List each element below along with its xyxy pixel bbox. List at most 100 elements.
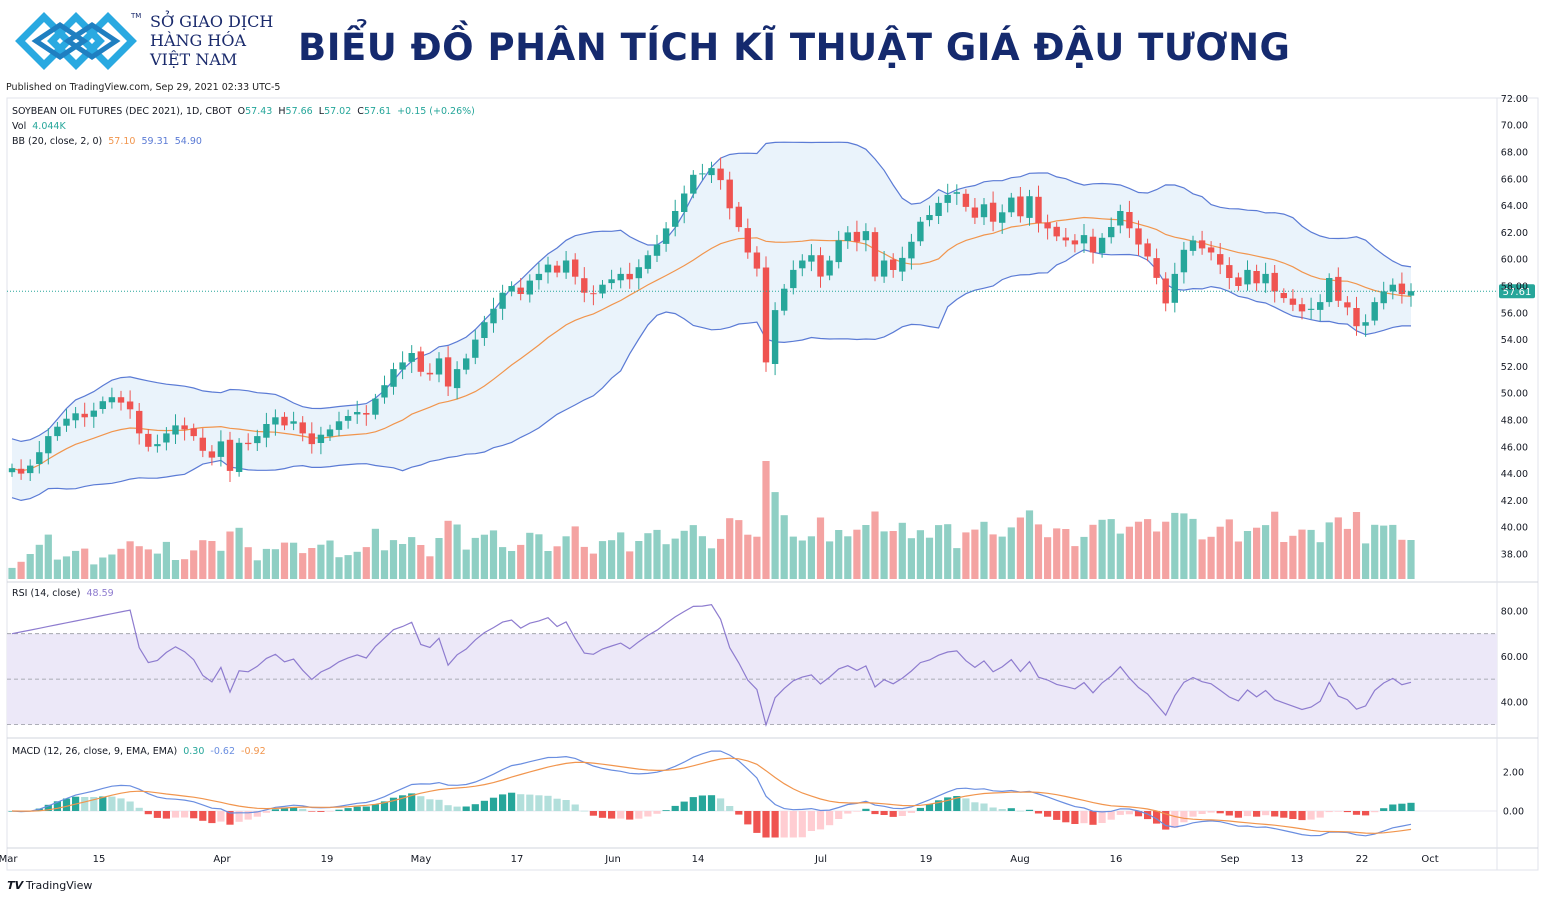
macd-histogram-bar bbox=[1162, 811, 1170, 830]
macd-histogram-bar bbox=[1298, 811, 1306, 821]
candle-body bbox=[853, 231, 861, 242]
macd-histogram-bar bbox=[1316, 811, 1324, 818]
macd-histogram-bar bbox=[208, 811, 216, 824]
candle-body bbox=[1180, 249, 1188, 273]
candle-body bbox=[980, 204, 988, 218]
volume-bar bbox=[1271, 511, 1279, 579]
candle-body bbox=[1144, 243, 1151, 257]
macd-histogram-bar bbox=[998, 809, 1006, 811]
volume-bar bbox=[1116, 533, 1124, 579]
candle-body bbox=[871, 232, 879, 277]
candle-body bbox=[1207, 247, 1215, 253]
candle-body bbox=[344, 416, 352, 421]
macd-histogram-bar bbox=[99, 796, 107, 811]
volume-bar bbox=[26, 554, 34, 579]
candle-body bbox=[962, 193, 970, 207]
legend-low: 57.02 bbox=[324, 106, 352, 117]
volume-bar bbox=[135, 546, 143, 579]
volume-bar bbox=[762, 461, 770, 579]
macd-histogram-bar bbox=[816, 811, 825, 830]
macd-histogram-bar bbox=[1407, 802, 1415, 811]
candle-body bbox=[508, 286, 515, 292]
macd-histogram-bar bbox=[326, 811, 334, 812]
price-tick-label: 40.00 bbox=[1501, 523, 1528, 534]
macd-histogram-bar bbox=[1098, 811, 1106, 823]
volume-bar bbox=[335, 557, 343, 579]
candle-body bbox=[690, 174, 697, 194]
volume-bar bbox=[290, 542, 298, 579]
macd-histogram-bar bbox=[317, 811, 325, 812]
macd-histogram-bar bbox=[262, 811, 270, 813]
footer-brand[interactable]: 𝗧𝗩 TradingView bbox=[6, 879, 92, 892]
time-axis-label: Jul bbox=[814, 854, 827, 865]
volume-bar bbox=[371, 528, 379, 579]
candle-body bbox=[1062, 237, 1069, 241]
candle-body bbox=[1407, 291, 1415, 296]
bollinger-basis-line bbox=[11, 216, 1412, 472]
volume-bar bbox=[626, 551, 634, 579]
macd-histogram-bar bbox=[1016, 810, 1024, 812]
macd-histogram-bar bbox=[271, 809, 279, 811]
macd-histogram-bar bbox=[126, 801, 134, 811]
macd-histogram-bar bbox=[253, 811, 261, 817]
candle-body bbox=[953, 192, 960, 194]
macd-histogram-bar bbox=[1171, 811, 1179, 828]
candle-body bbox=[762, 267, 770, 363]
volume-bar bbox=[1125, 526, 1133, 579]
volume-bar bbox=[126, 541, 134, 579]
volume-bar bbox=[1107, 519, 1115, 579]
volume-bar bbox=[698, 536, 706, 579]
macd-histogram-bar bbox=[217, 811, 225, 822]
candle-body bbox=[99, 401, 106, 409]
macd-histogram-bar bbox=[308, 811, 316, 812]
volume-bar bbox=[453, 524, 461, 579]
macd-histogram-bar bbox=[435, 799, 443, 811]
candle-body bbox=[626, 273, 633, 280]
candle-body bbox=[726, 179, 733, 209]
volume-bar bbox=[989, 534, 997, 579]
candle-body bbox=[1262, 273, 1269, 284]
candle-body bbox=[835, 240, 842, 263]
volume-bar bbox=[271, 549, 279, 579]
macd-histogram-bar bbox=[707, 795, 716, 811]
volume-bar bbox=[190, 550, 198, 579]
volume-bar bbox=[317, 544, 325, 579]
volume-bar bbox=[108, 554, 116, 579]
macd-histogram-bar bbox=[335, 809, 343, 811]
volume-bar bbox=[1307, 529, 1315, 579]
macd-histogram-bar bbox=[517, 794, 525, 811]
volume-bar bbox=[1162, 521, 1170, 579]
macd-tick-label: 2.00 bbox=[1503, 767, 1524, 778]
macd-histogram-bar bbox=[380, 801, 389, 811]
volume-bar bbox=[208, 541, 216, 579]
price-tick-label: 44.00 bbox=[1501, 469, 1528, 480]
footer-brand-label: TradingView bbox=[25, 879, 93, 892]
candle-body bbox=[117, 397, 125, 403]
macd-histogram-bar bbox=[744, 811, 752, 825]
macd-histogram-bar bbox=[444, 805, 452, 811]
volume-bar bbox=[17, 561, 25, 579]
candle-body bbox=[1335, 276, 1342, 301]
volume-bar bbox=[962, 532, 970, 579]
volume-bar bbox=[916, 530, 924, 579]
legend-macd-signal: -0.92 bbox=[241, 746, 266, 757]
last-price-label-bg bbox=[1499, 284, 1535, 299]
volume-bar bbox=[380, 550, 389, 579]
macd-histogram-bar bbox=[689, 797, 697, 811]
candle-body bbox=[1189, 240, 1197, 251]
candle-body bbox=[1353, 308, 1360, 327]
candle-body bbox=[172, 425, 179, 435]
volume-bar bbox=[471, 537, 479, 579]
volume-bar bbox=[589, 553, 597, 579]
volume-bar bbox=[526, 532, 534, 579]
macd-histogram-bar bbox=[417, 796, 425, 811]
volume-bar bbox=[280, 542, 289, 579]
rsi-tick-label: 80.00 bbox=[1501, 607, 1528, 618]
macd-histogram-bar bbox=[844, 811, 852, 814]
volume-bar bbox=[1334, 517, 1342, 579]
time-axis-label: Aug bbox=[1010, 854, 1030, 865]
candle-body bbox=[245, 442, 252, 445]
volume-bar bbox=[308, 548, 316, 579]
time-axis-label: 17 bbox=[511, 854, 524, 865]
